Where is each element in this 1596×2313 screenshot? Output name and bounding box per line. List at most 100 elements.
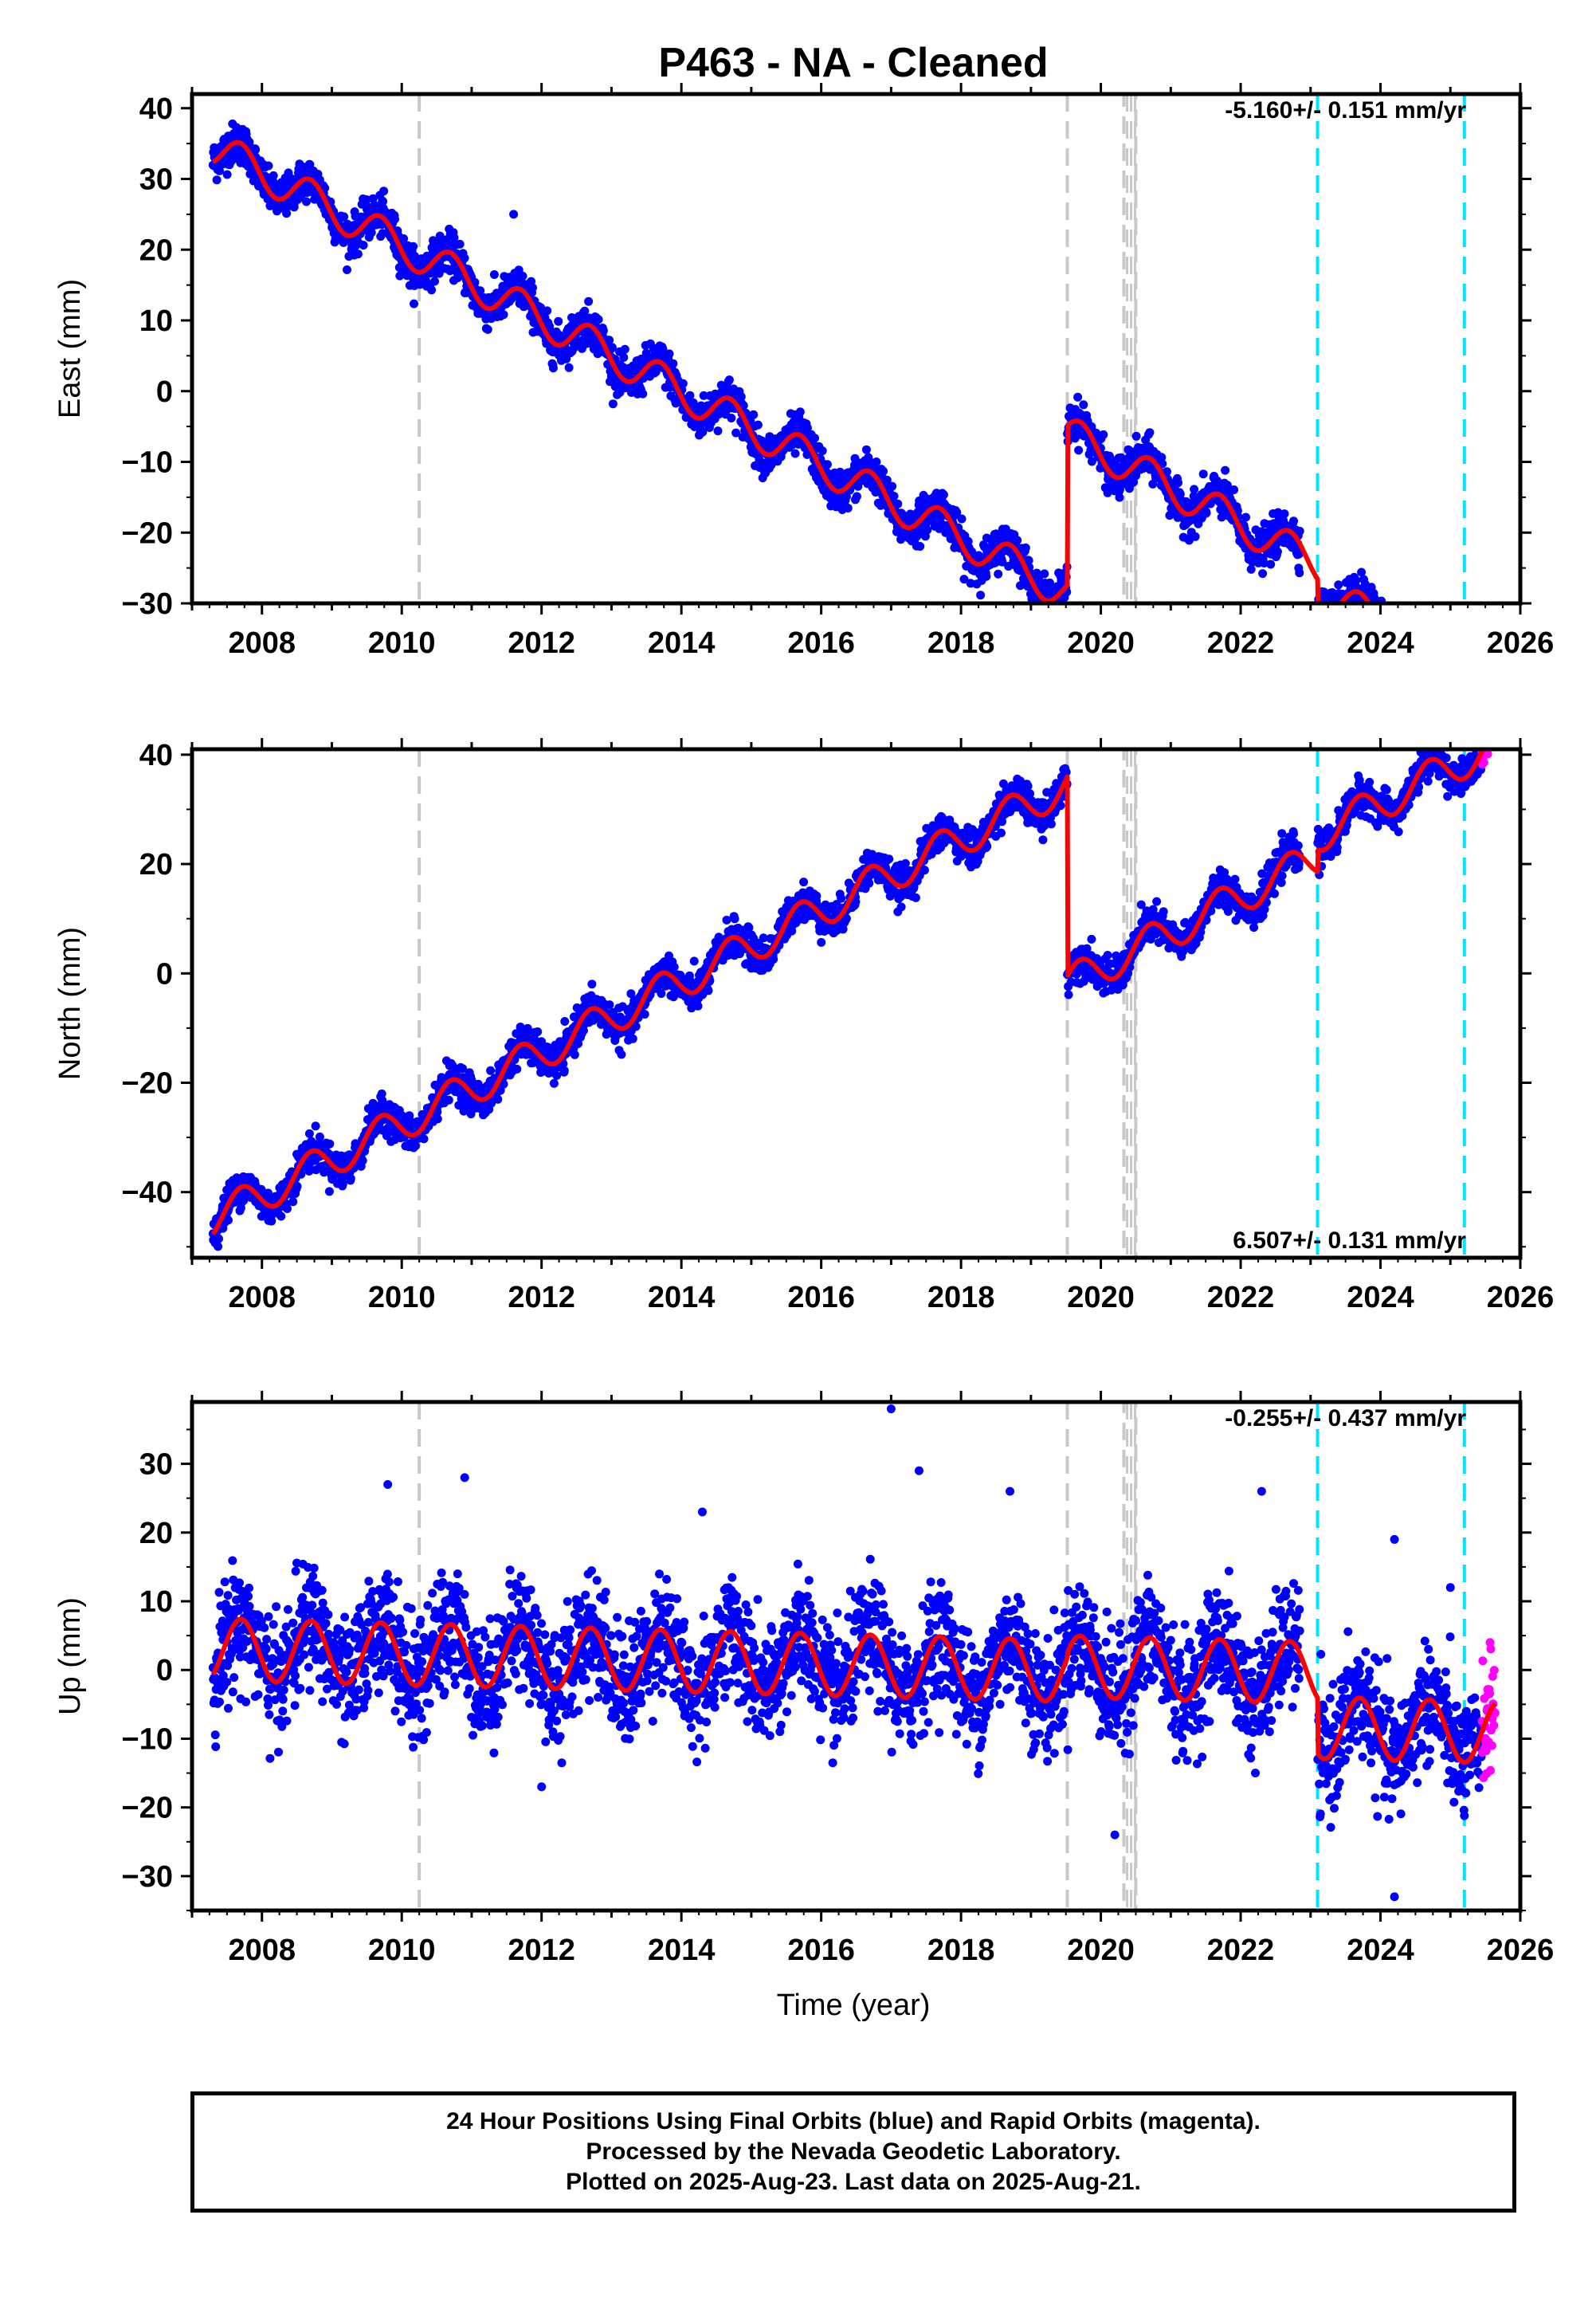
final-orbit-point <box>1457 670 1465 678</box>
final-orbit-point <box>1418 630 1426 638</box>
equipment-change-band <box>1122 749 1138 1258</box>
final-orbit-point <box>843 504 853 512</box>
final-orbit-point <box>1461 681 1470 690</box>
final-orbit-point <box>1443 646 1452 654</box>
final-orbit-point <box>433 1114 442 1124</box>
final-orbit-point <box>952 508 962 517</box>
rapid-orbit-point <box>1488 663 1497 672</box>
final-orbit-point <box>1390 662 1399 670</box>
final-orbit-point <box>1462 689 1471 698</box>
final-orbit-point <box>427 285 437 295</box>
y-tick-label: −10 <box>122 446 173 480</box>
final-orbit-point <box>1472 662 1481 670</box>
final-orbit-point <box>1422 614 1431 622</box>
final-orbit-point <box>810 434 819 443</box>
final-orbit-point <box>1221 465 1230 475</box>
rapid-orbit-point <box>1482 672 1491 681</box>
final-orbit-point <box>1437 645 1445 654</box>
final-orbit-point <box>528 283 537 293</box>
final-orbit-point <box>476 286 485 296</box>
final-orbit-point <box>359 241 368 250</box>
final-orbit-point <box>1464 705 1472 713</box>
final-orbit-point <box>212 175 222 185</box>
final-orbit-point <box>1434 632 1443 641</box>
final-orbit-point <box>1323 625 1331 634</box>
final-orbit-point <box>1455 673 1464 682</box>
final-orbit-point <box>1040 569 1049 579</box>
final-orbit-point <box>454 1101 464 1110</box>
rapid-orbit-point <box>1479 702 1488 711</box>
final-orbit-point <box>1471 681 1480 690</box>
final-orbit-point <box>533 1027 543 1036</box>
final-orbit-point <box>879 466 888 476</box>
final-orbit-point <box>1431 620 1440 629</box>
final-orbit-point <box>1444 651 1453 660</box>
final-orbit-point <box>1335 617 1343 626</box>
final-orbit-point <box>1375 615 1384 624</box>
final-orbit-point <box>982 571 991 581</box>
final-orbit-point <box>1433 624 1442 633</box>
final-orbit-point <box>1438 649 1447 658</box>
final-orbit-point <box>1378 608 1386 617</box>
final-orbit-point <box>549 1078 559 1088</box>
final-orbit-point <box>554 316 563 326</box>
final-orbit-point <box>669 359 678 368</box>
plot-area <box>208 749 1493 1258</box>
final-orbit-point <box>353 249 363 259</box>
rapid-orbit-point <box>1483 666 1492 674</box>
final-orbit-point <box>1428 622 1437 630</box>
final-orbit-point <box>1074 446 1084 455</box>
final-orbit-point <box>1466 679 1475 688</box>
final-orbit-point <box>283 1204 292 1213</box>
final-orbit-point <box>1445 647 1454 656</box>
rapid-orbit-point <box>1480 669 1488 677</box>
final-orbit-point <box>390 214 399 224</box>
final-orbit-point <box>1453 676 1461 685</box>
final-orbit-point <box>1435 648 1444 657</box>
final-orbit-point <box>753 420 763 430</box>
final-orbit-point <box>1450 677 1459 685</box>
final-orbit-point <box>619 353 629 362</box>
final-orbit-point <box>493 1094 503 1104</box>
final-orbit-point <box>1418 649 1426 658</box>
final-orbit-point <box>346 1174 355 1184</box>
final-orbit-point <box>1433 641 1441 650</box>
final-orbit-point <box>658 344 668 354</box>
final-orbit-point <box>377 1089 386 1098</box>
final-orbit-point <box>315 1132 324 1141</box>
final-orbit-point <box>1373 616 1382 625</box>
final-orbit-point <box>292 1181 302 1191</box>
final-orbit-point <box>1131 431 1141 441</box>
figure-title: P463 - NA - Cleaned <box>658 40 1048 86</box>
final-orbit-point <box>449 233 459 242</box>
final-orbit-point <box>1437 651 1446 660</box>
final-orbit-point <box>1316 607 1325 615</box>
final-orbit-point <box>1359 613 1368 622</box>
final-orbit-point <box>543 306 552 316</box>
final-orbit-point <box>1163 467 1171 477</box>
final-orbit-point <box>1329 607 1338 616</box>
final-orbit-point <box>739 401 748 410</box>
final-orbit-point <box>1332 619 1341 628</box>
final-orbit-point <box>1411 615 1420 624</box>
rate-label: -5.160+/- 0.151 mm/yr <box>1225 97 1466 124</box>
final-orbit-point <box>693 1001 703 1011</box>
final-orbit-point <box>1419 626 1428 635</box>
data-points <box>208 119 1497 713</box>
final-orbit-point <box>1457 685 1466 694</box>
final-orbit-point <box>1434 630 1443 639</box>
final-orbit-point <box>1440 649 1449 658</box>
rapid-orbit-point <box>1487 662 1496 670</box>
rapid-orbit-point <box>1477 674 1486 683</box>
final-orbit-point <box>1087 457 1096 466</box>
final-orbit-point <box>1317 620 1326 629</box>
final-orbit-point <box>1474 688 1483 697</box>
final-orbit-point <box>1414 636 1422 645</box>
final-orbit-point <box>1445 658 1454 667</box>
final-orbit-point <box>689 956 699 966</box>
final-orbit-point <box>1476 676 1485 685</box>
final-orbit-point <box>1474 664 1483 673</box>
final-orbit-point <box>267 1216 276 1226</box>
final-orbit-point <box>1319 611 1327 619</box>
final-orbit-point <box>1456 673 1465 682</box>
